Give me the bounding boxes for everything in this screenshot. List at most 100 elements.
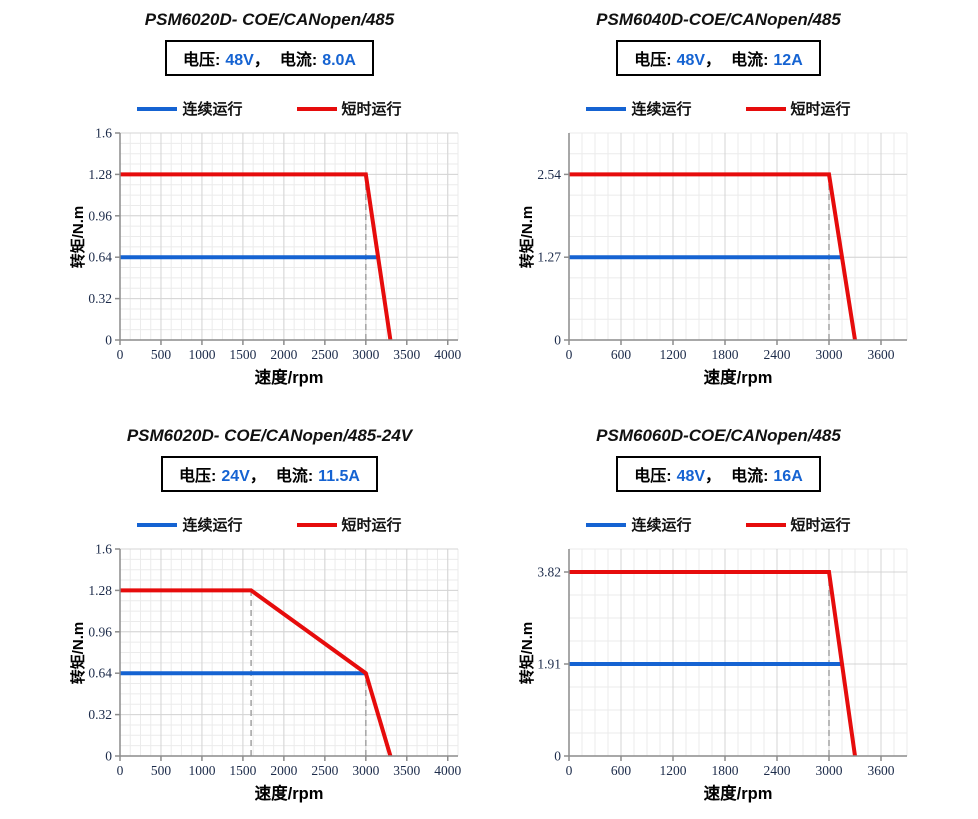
svg-text:1500: 1500 [229, 763, 256, 778]
torque-speed-chart: 0 500 1000 1500 2000 2500 3000 3500 4000 0 0.32 0.6… [70, 126, 462, 388]
y-axis-label: 转矩/N.m [70, 622, 87, 685]
legend-item-continuous: 连续运行 [586, 514, 692, 535]
torque-speed-chart: 0 500 1000 1500 2000 2500 3000 3500 4000 0 0.32 0.6… [70, 542, 462, 804]
current-value: 11.5A [318, 468, 360, 485]
current-label: 电流: [731, 468, 769, 485]
svg-text:600: 600 [610, 347, 631, 362]
short-time-line-swatch [296, 106, 337, 111]
svg-text:3600: 3600 [867, 763, 894, 778]
short-time-line-swatch [296, 522, 337, 527]
svg-text:3000: 3000 [815, 347, 842, 362]
svg-text:1200: 1200 [659, 347, 686, 362]
voltage-value: 24V [221, 468, 250, 485]
svg-text:2400: 2400 [763, 347, 790, 362]
svg-text:0: 0 [105, 333, 112, 348]
separator: ， [253, 52, 270, 69]
x-axis-label: 速度/rpm [703, 367, 772, 387]
panel-psm6040d: PSM6040D-COE/CANopen/485 电压: 48V， 电流: 12A 连… [489, 6, 978, 398]
voltage-value: 48V [676, 468, 706, 485]
svg-text:1800: 1800 [711, 763, 738, 778]
svg-text:500: 500 [150, 763, 171, 778]
svg-text:2400: 2400 [763, 763, 790, 778]
svg-text:0.96: 0.96 [88, 208, 112, 223]
legend-item-short-time: 短时运行 [745, 514, 851, 535]
chart-title: PSM6020D- COE/CANopen/485 [144, 10, 395, 29]
y-axis-label: 转矩/N.m [70, 206, 87, 269]
svg-text:1.6: 1.6 [95, 542, 112, 557]
voltage-current-box: 电压: 24V， 电流: 11.5A [161, 456, 378, 492]
svg-text:1200: 1200 [659, 763, 686, 778]
continuous-line-swatch [137, 106, 178, 111]
svg-text:1000: 1000 [188, 347, 215, 362]
current-value: 16A [773, 468, 803, 485]
legend-label: 短时运行 [341, 101, 402, 118]
chart-title: PSM6020D- COE/CANopen/485-24V [126, 426, 413, 445]
svg-text:1.6: 1.6 [95, 126, 112, 141]
svg-text:2.54: 2.54 [537, 167, 561, 182]
svg-text:1.28: 1.28 [88, 167, 112, 182]
separator: ， [249, 468, 266, 485]
continuous-line-swatch [586, 106, 627, 111]
svg-text:0: 0 [105, 749, 112, 764]
svg-text:3600: 3600 [867, 347, 894, 362]
legend: 连续运行 短时运行 [137, 514, 402, 535]
svg-text:0: 0 [565, 347, 572, 362]
x-axis-label: 速度/rpm [254, 783, 323, 803]
current-label: 电流: [279, 52, 318, 69]
voltage-label: 电压: [179, 468, 217, 485]
legend-label: 连续运行 [631, 517, 692, 534]
voltage-current-box: 电压: 48V， 电流: 12A [616, 40, 821, 76]
current-value: 12A [773, 52, 803, 69]
svg-text:3000: 3000 [352, 347, 379, 362]
current-label: 电流: [731, 52, 769, 69]
svg-text:2500: 2500 [311, 347, 338, 362]
svg-text:0.32: 0.32 [88, 291, 112, 306]
svg-text:0.96: 0.96 [88, 624, 112, 639]
voltage-current-box: 电压: 48V， 电流: 8.0A [165, 40, 374, 76]
legend-item-continuous: 连续运行 [137, 514, 243, 535]
svg-text:3500: 3500 [393, 347, 420, 362]
svg-text:3.82: 3.82 [537, 565, 561, 580]
panel-psm6060d: PSM6060D-COE/CANopen/485 电压: 48V， 电流: 16A 连… [489, 422, 978, 814]
panel-psm6020d: PSM6020D- COE/CANopen/485 电压: 48V， 电流: 8.0A… [0, 6, 489, 398]
current-value: 8.0A [322, 52, 356, 69]
svg-text:4000: 4000 [434, 347, 461, 362]
torque-speed-chart: 0 600 1200 1800 2400 3000 3600 0 1.27 2.54 转矩/N.m… [519, 132, 907, 387]
voltage-label: 电压: [634, 468, 672, 485]
chart-title: PSM6040D-COE/CANopen/485 [596, 10, 841, 29]
svg-text:4000: 4000 [434, 763, 461, 778]
svg-text:0: 0 [116, 763, 123, 778]
svg-text:1000: 1000 [188, 763, 215, 778]
continuous-line-swatch [586, 522, 627, 527]
legend-label: 短时运行 [790, 517, 851, 534]
voltage-label: 电压: [634, 52, 672, 69]
svg-text:1800: 1800 [711, 347, 738, 362]
svg-text:0: 0 [554, 749, 561, 764]
legend: 连续运行 短时运行 [586, 514, 851, 535]
legend-label: 短时运行 [341, 517, 402, 534]
legend-label: 连续运行 [631, 101, 692, 118]
svg-text:1500: 1500 [229, 347, 256, 362]
legend-item-short-time: 短时运行 [296, 514, 402, 535]
short-time-line-swatch [745, 106, 786, 111]
current-label: 电流: [275, 468, 314, 485]
legend-label: 连续运行 [182, 517, 243, 534]
svg-text:3500: 3500 [393, 763, 420, 778]
voltage-value: 48V [225, 52, 254, 69]
svg-text:2500: 2500 [311, 763, 338, 778]
svg-text:0.64: 0.64 [88, 250, 112, 265]
svg-text:0: 0 [565, 763, 572, 778]
x-axis-label: 速度/rpm [254, 367, 323, 387]
svg-text:3000: 3000 [352, 763, 379, 778]
svg-text:0: 0 [116, 347, 123, 362]
separator: ， [705, 52, 722, 69]
svg-text:600: 600 [610, 763, 631, 778]
torque-speed-chart: 0 600 1200 1800 2400 3000 3600 0 1.91 3.82 转矩/N.m… [519, 548, 907, 803]
legend-item-continuous: 连续运行 [586, 98, 692, 119]
legend-item-continuous: 连续运行 [137, 98, 243, 119]
legend-item-short-time: 短时运行 [745, 98, 851, 119]
legend-item-short-time: 短时运行 [296, 98, 402, 119]
y-axis-label: 转矩/N.m [519, 622, 536, 685]
y-axis-label: 转矩/N.m [519, 206, 536, 269]
